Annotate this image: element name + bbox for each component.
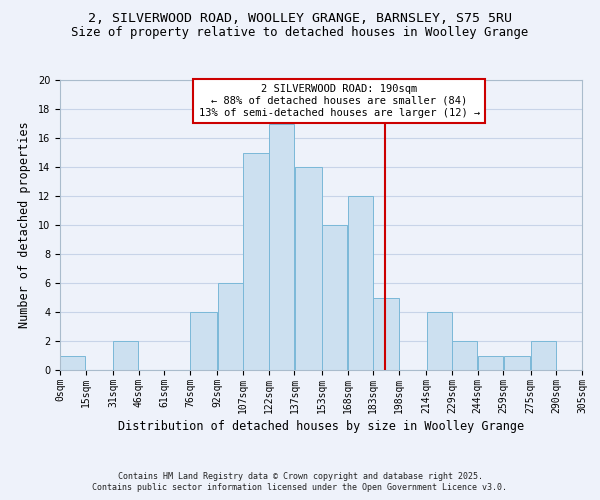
- Text: Size of property relative to detached houses in Woolley Grange: Size of property relative to detached ho…: [71, 26, 529, 39]
- X-axis label: Distribution of detached houses by size in Woolley Grange: Distribution of detached houses by size …: [118, 420, 524, 433]
- Bar: [452, 341, 478, 370]
- Bar: [60, 356, 85, 370]
- Bar: [295, 167, 322, 370]
- Bar: [244, 152, 269, 370]
- Bar: [478, 356, 503, 370]
- Text: 2, SILVERWOOD ROAD, WOOLLEY GRANGE, BARNSLEY, S75 5RU: 2, SILVERWOOD ROAD, WOOLLEY GRANGE, BARN…: [88, 12, 512, 26]
- Bar: [427, 312, 452, 370]
- Y-axis label: Number of detached properties: Number of detached properties: [18, 122, 31, 328]
- Bar: [269, 124, 294, 370]
- Bar: [113, 341, 139, 370]
- Bar: [322, 225, 347, 370]
- Bar: [190, 312, 217, 370]
- Bar: [348, 196, 373, 370]
- Text: Contains public sector information licensed under the Open Government Licence v3: Contains public sector information licen…: [92, 484, 508, 492]
- Bar: [373, 298, 398, 370]
- Text: 2 SILVERWOOD ROAD: 190sqm
← 88% of detached houses are smaller (84)
13% of semi-: 2 SILVERWOOD ROAD: 190sqm ← 88% of detac…: [199, 84, 480, 117]
- Bar: [531, 341, 556, 370]
- Bar: [218, 283, 243, 370]
- Text: Contains HM Land Registry data © Crown copyright and database right 2025.: Contains HM Land Registry data © Crown c…: [118, 472, 482, 481]
- Bar: [503, 356, 530, 370]
